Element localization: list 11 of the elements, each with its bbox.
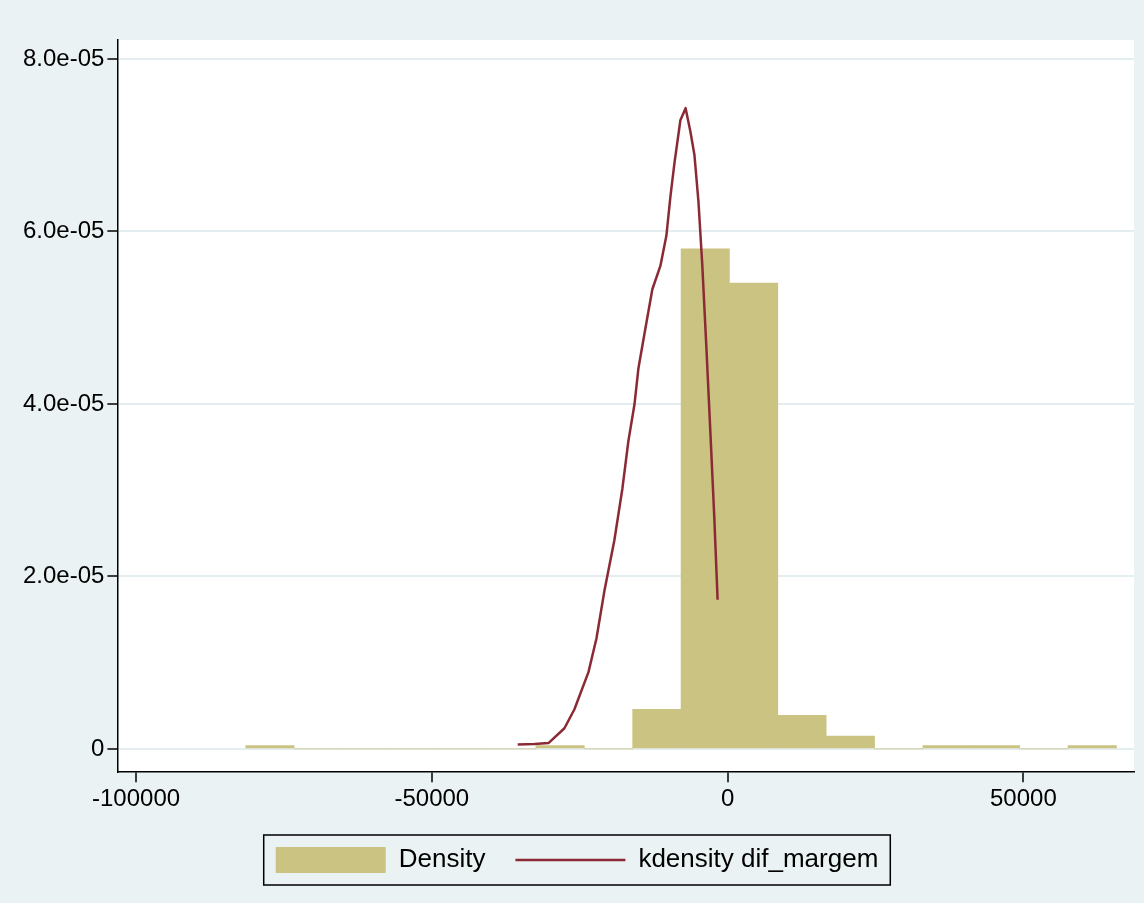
x-tick-label: 50000 [990, 784, 1057, 812]
y-tick-label: 4.0e-05 [22, 388, 105, 416]
y-tick-label: 6.0e-05 [22, 216, 105, 244]
y-tick-label: 8.0e-05 [22, 43, 105, 71]
x-tick-label: -100000 [91, 784, 181, 812]
x-tick-label: 0 [720, 784, 735, 812]
legend-label: Density [398, 843, 486, 874]
y-tick-label: 2.0e-05 [22, 561, 105, 589]
x-tick-label: -50000 [394, 784, 470, 812]
legend-label: kdensity dif_margem [638, 843, 879, 874]
y-tick-label: 0 [91, 733, 105, 761]
